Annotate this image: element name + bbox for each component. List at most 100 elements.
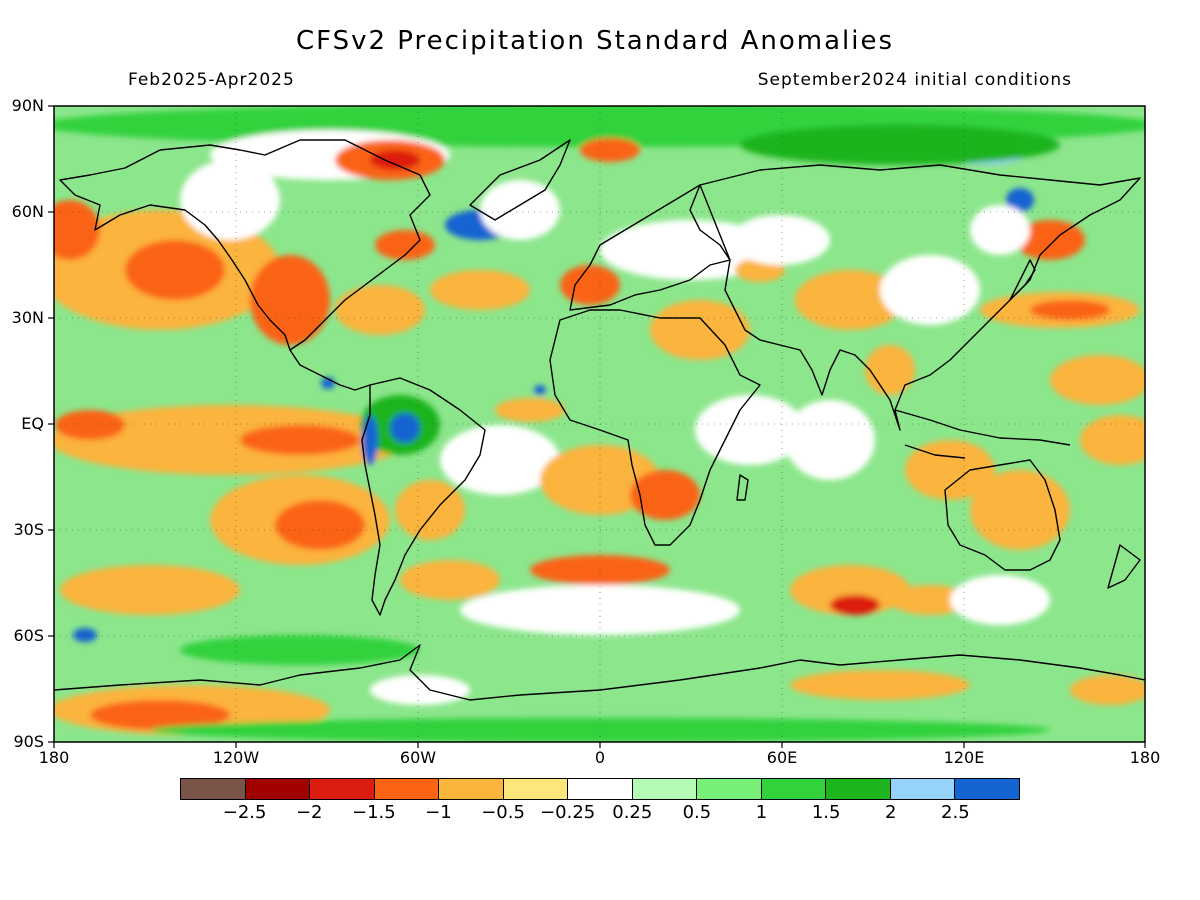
coastline-australia [944, 459, 1061, 571]
coastline-maritime-continent [894, 409, 1071, 459]
dry-region [60, 565, 240, 615]
neutral-region [480, 180, 560, 240]
axis-ticks [48, 105, 1146, 748]
dry-region [540, 445, 660, 515]
neutral-region [695, 395, 805, 465]
neutral-region [440, 425, 560, 495]
dry-region [250, 255, 330, 345]
colorbar-swatch [826, 779, 891, 799]
lon-label-120w: 120W [212, 748, 260, 767]
wet-region [534, 385, 546, 395]
dry-region [400, 560, 500, 600]
dry-region [865, 345, 915, 395]
colorbar-label: 1 [755, 802, 768, 823]
lat-label-60n: 60N [11, 202, 44, 221]
colorbar-label: −0.25 [540, 802, 596, 823]
colorbar-legend [180, 778, 1020, 800]
wet-region [740, 125, 1060, 165]
graticule [54, 106, 1145, 742]
dry-region [1080, 415, 1145, 465]
colorbar-swatch [761, 779, 827, 799]
wet-region [1006, 188, 1034, 212]
dry-region [560, 265, 620, 305]
colorbar-label: −1.5 [351, 802, 396, 823]
lon-label-0: 0 [594, 748, 606, 767]
colorbar-label: −2.5 [222, 802, 267, 823]
dry-region [790, 565, 910, 615]
lon-label-60w: 60W [399, 748, 437, 767]
colorbar-swatch [439, 779, 504, 799]
lon-label-120e: 120E [943, 748, 985, 767]
lat-label-90n: 90N [11, 96, 44, 115]
colorbar-label: 0.5 [682, 802, 712, 823]
wet-region [180, 635, 420, 665]
dry-region [375, 230, 435, 260]
colorbar-swatch [503, 779, 569, 799]
neutral-region [785, 400, 875, 480]
coastline-europe [569, 184, 731, 311]
colorbar-swatch [181, 779, 246, 799]
colorbar-label: 1.5 [811, 802, 841, 823]
neutral-region [970, 205, 1030, 255]
coastline-greenland [469, 139, 571, 221]
neutral-region [370, 675, 470, 705]
colorbar-swatch [310, 779, 375, 799]
dry-region [495, 398, 565, 422]
lat-label-90s: 90S [13, 732, 44, 751]
dry-region [830, 595, 880, 615]
coastline-madagascar [736, 474, 749, 501]
coastline-antarctica [54, 644, 1145, 701]
dry-region [275, 500, 365, 550]
colorbar-swatch [374, 779, 440, 799]
colorbar-label: −2 [295, 802, 323, 823]
dry-region [1030, 300, 1110, 320]
forecast-period: Feb2025-Apr2025 [128, 70, 295, 90]
dry-region [630, 470, 700, 520]
dry-region [1050, 355, 1145, 405]
colorbar-swatch [632, 779, 698, 799]
lat-label-30s: 30S [13, 520, 44, 539]
dry-region [395, 480, 465, 540]
coastline-africa [549, 309, 761, 546]
coastline-japan [1009, 259, 1036, 301]
dry-region [90, 700, 230, 730]
neutral-region [730, 215, 830, 265]
dry-region [905, 440, 995, 500]
colorbar-swatch [890, 779, 956, 799]
colorbar-swatch [955, 779, 1019, 799]
dry-region [795, 270, 905, 330]
colorbar-label: 2.5 [941, 802, 970, 823]
dry-region [430, 270, 530, 310]
wet-region [390, 413, 420, 443]
dry-region [890, 585, 970, 615]
coastlines [54, 139, 1145, 701]
dry-region [240, 425, 360, 455]
lon-label-180e: 180 [1129, 748, 1161, 767]
lat-label-eq: EQ [21, 414, 44, 433]
dry-region [530, 555, 670, 585]
coastline-north-america [59, 139, 431, 351]
lon-label-60e: 60E [766, 748, 798, 767]
neutral-region [180, 160, 280, 240]
dry-region [54, 200, 100, 260]
coastline-asia [699, 164, 1141, 431]
neutral-region [950, 575, 1050, 625]
dry-region [370, 150, 420, 170]
colorbar-swatch [245, 779, 311, 799]
wet-region [73, 628, 97, 642]
colorbar-swatch [568, 779, 633, 799]
lat-label-60s: 60S [13, 626, 44, 645]
dry-region [335, 285, 425, 335]
dry-region [125, 240, 225, 300]
colorbar-label: −0.5 [481, 802, 525, 823]
coastline-new-zealand [1107, 544, 1141, 589]
colorbar-swatch [697, 779, 762, 799]
lat-label-30n: 30N [11, 308, 44, 327]
lon-label-180w: 180 [38, 748, 70, 767]
dry-region [580, 138, 640, 162]
dry-region [790, 670, 970, 700]
dry-region [55, 410, 125, 440]
dry-region [54, 405, 410, 475]
dry-region [1070, 675, 1145, 705]
